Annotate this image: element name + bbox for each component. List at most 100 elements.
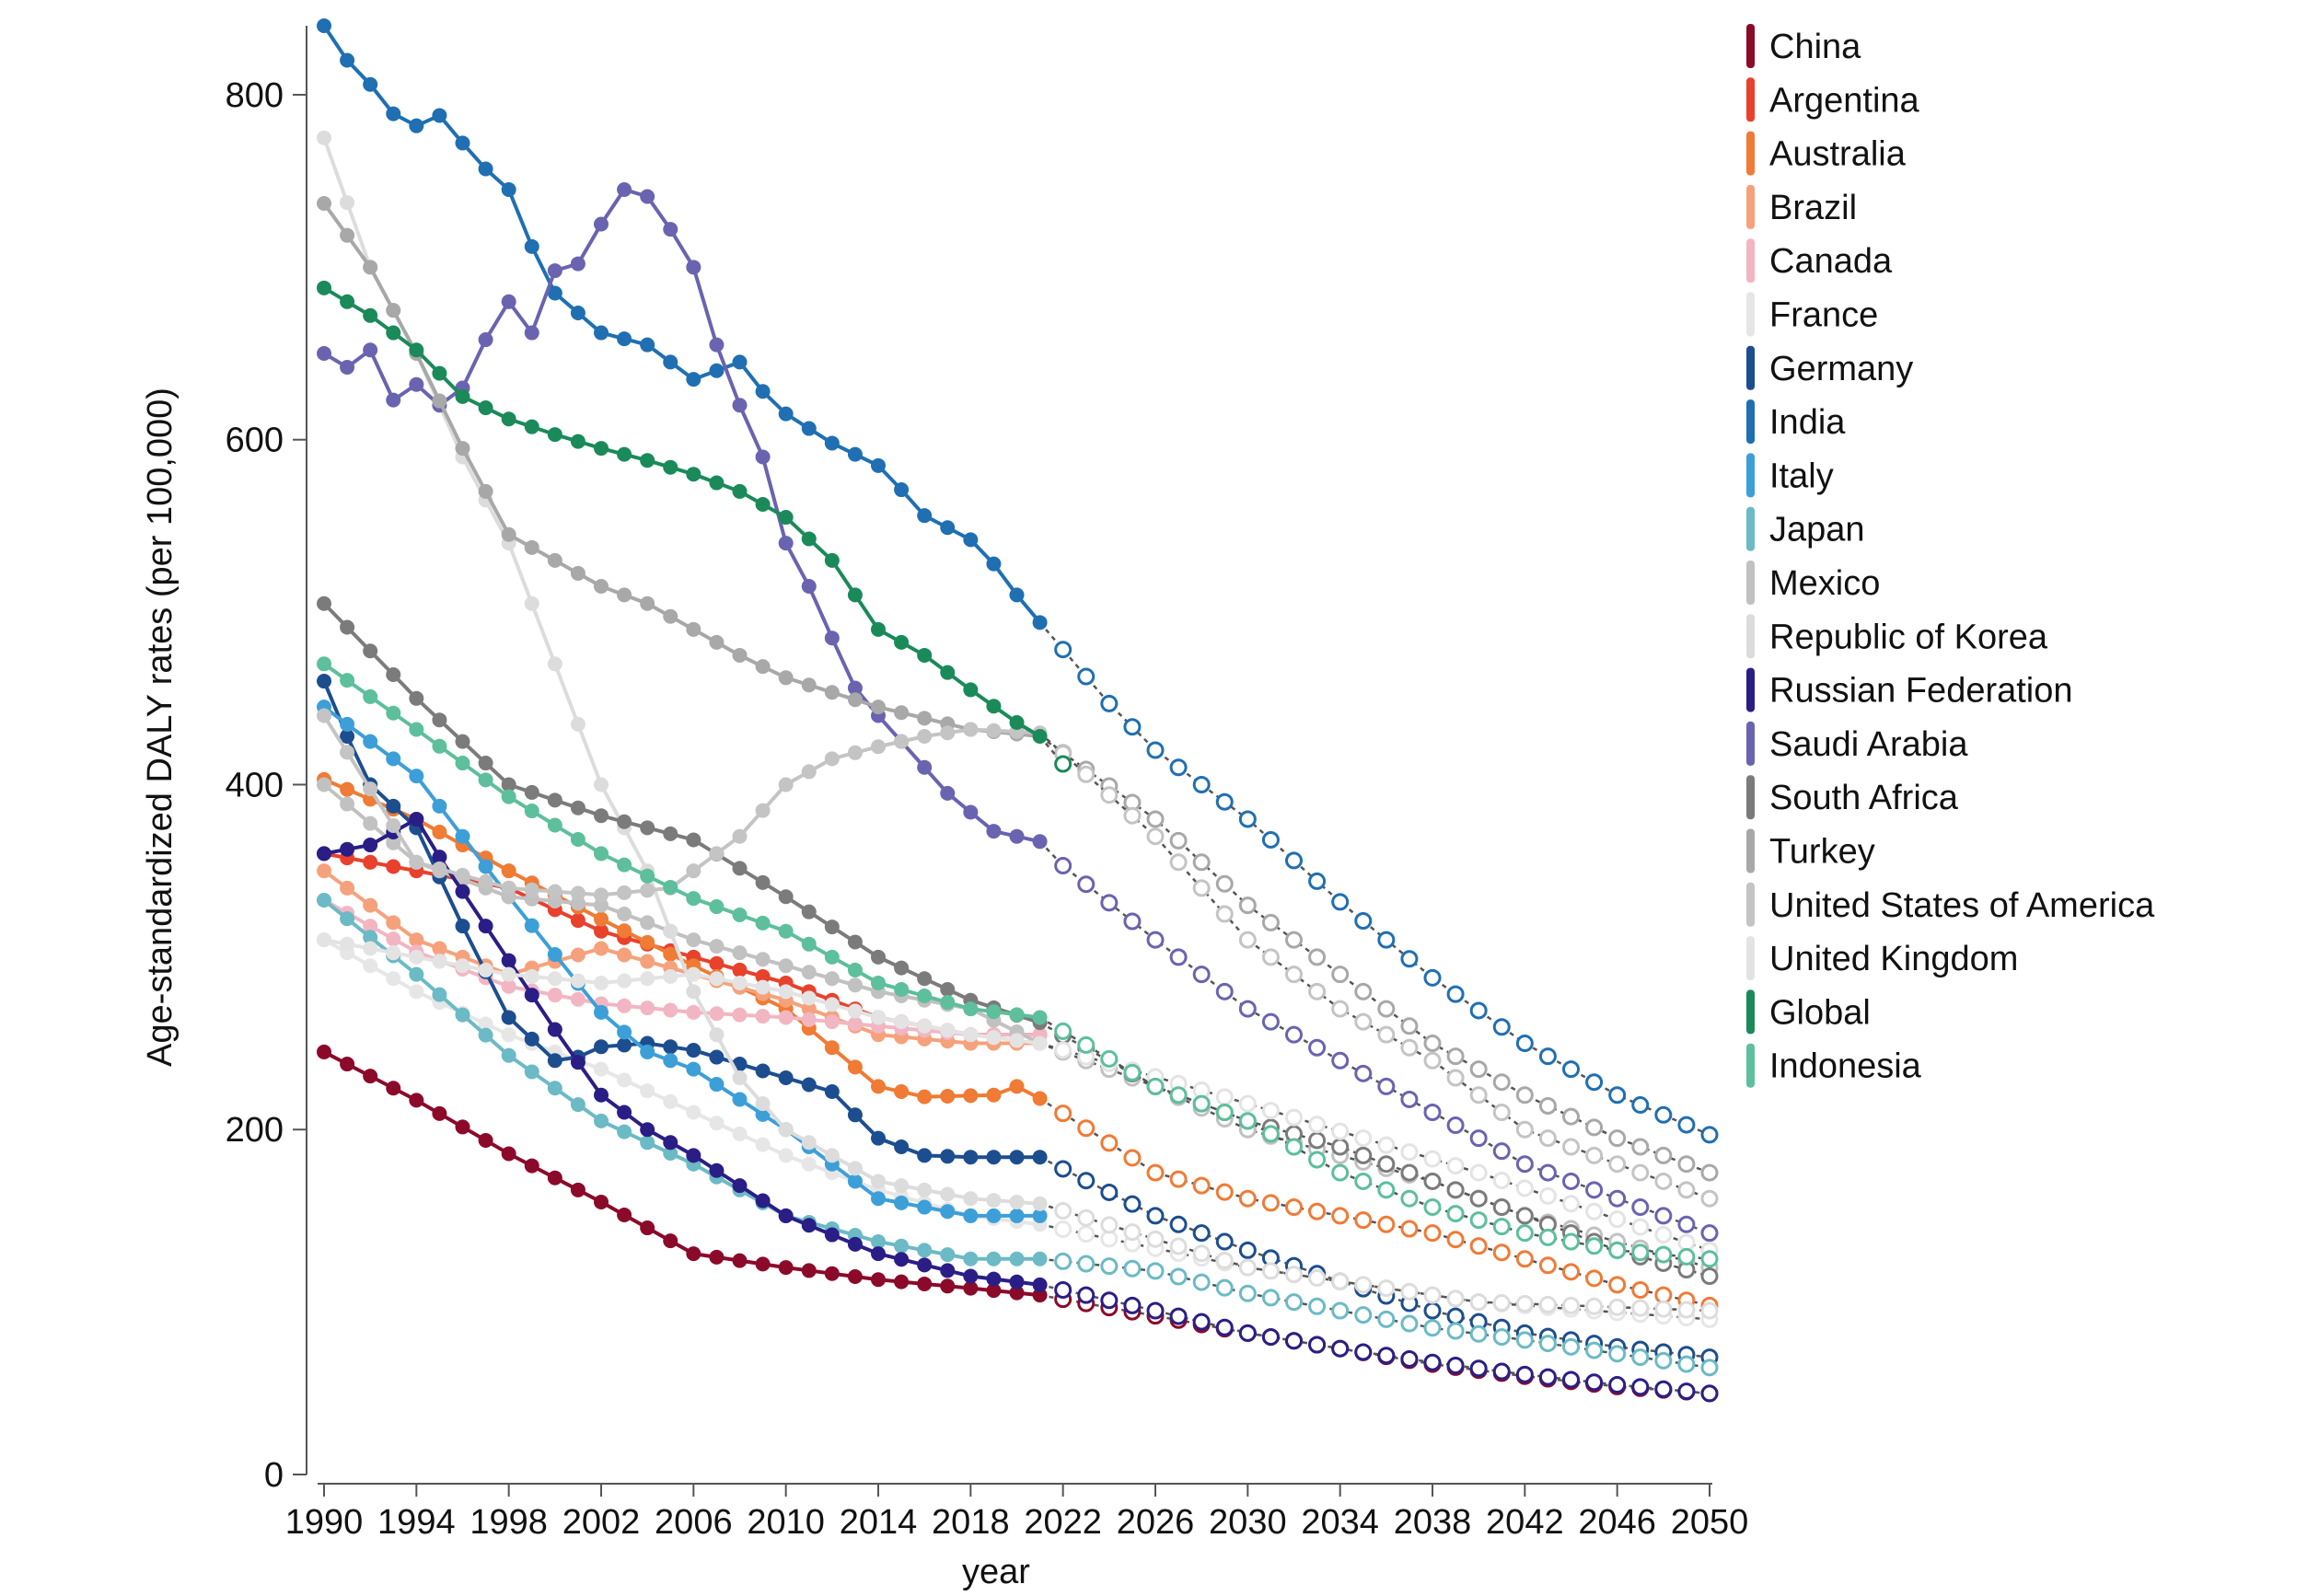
data-point-projected <box>1677 1382 1696 1401</box>
data-point-projected <box>1238 1258 1257 1277</box>
data-point-projected <box>1146 741 1165 759</box>
series-line-observed <box>322 24 1042 624</box>
data-point <box>778 984 794 1000</box>
data-point <box>940 725 956 741</box>
data-point-projected <box>1054 1202 1073 1220</box>
data-point <box>1009 1007 1025 1023</box>
legend-item: China <box>1746 24 1861 68</box>
data-point-projected <box>1354 1146 1373 1164</box>
data-point <box>824 1040 840 1056</box>
data-point <box>1009 1150 1025 1165</box>
data-point-projected <box>1562 1060 1580 1079</box>
data-point <box>409 722 424 737</box>
legend-label: India <box>1769 403 1846 442</box>
data-point-projected <box>1631 1163 1650 1182</box>
data-point <box>547 792 562 808</box>
series-line-projected <box>1039 1283 1710 1395</box>
data-point <box>871 1130 886 1146</box>
data-point-projected <box>1608 1129 1627 1148</box>
series-line-projected <box>1038 840 1710 1234</box>
data-point <box>432 861 447 876</box>
data-point-projected <box>1585 1237 1604 1255</box>
data-point <box>801 764 817 780</box>
data-point-projected <box>1123 1223 1142 1242</box>
data-point-projected <box>1608 1376 1627 1394</box>
data-point-projected <box>1054 857 1073 875</box>
data-point <box>847 1059 863 1075</box>
series-indonesia <box>317 656 1719 1268</box>
data-point <box>432 941 447 956</box>
y-tick-label: 400 <box>226 766 284 804</box>
data-point <box>340 729 355 745</box>
x-axis-title: year <box>962 1553 1030 1591</box>
data-point <box>617 947 632 963</box>
data-point <box>594 1061 609 1077</box>
series-canada <box>317 893 1048 1043</box>
data-point-projected <box>1446 1322 1465 1340</box>
data-point-projected <box>1238 931 1257 949</box>
data-point <box>501 411 516 427</box>
data-point <box>570 991 586 1007</box>
data-point-projected <box>1331 1122 1350 1140</box>
data-point-projected <box>1238 1324 1257 1342</box>
data-point <box>686 863 701 879</box>
data-point <box>617 973 632 989</box>
data-point <box>432 798 447 814</box>
data-point <box>709 1116 725 1131</box>
data-point-projected <box>1631 1243 1650 1262</box>
legend-item: Mexico <box>1746 561 1880 605</box>
data-point <box>524 968 539 984</box>
x-tick-label: 1998 <box>470 1503 548 1542</box>
data-point <box>940 1204 956 1220</box>
data-point <box>894 1014 910 1030</box>
data-point-projected <box>1354 1343 1373 1361</box>
data-point <box>594 887 609 903</box>
data-point-projected <box>1215 1318 1234 1336</box>
data-point-projected <box>1354 1211 1373 1230</box>
legend-label: Global <box>1769 993 1871 1032</box>
data-point-projected <box>1169 1267 1188 1286</box>
data-point <box>917 711 933 726</box>
x-tick-label: 2042 <box>1486 1503 1564 1542</box>
legend-item: Saudi Arabia <box>1746 721 1968 766</box>
data-point <box>594 1194 609 1209</box>
data-point <box>917 1243 933 1258</box>
data-point-projected <box>1677 1233 1696 1252</box>
data-point-projected <box>1423 1224 1442 1243</box>
legend-item: India <box>1746 399 1846 445</box>
x-tick-label: 2002 <box>562 1503 641 1542</box>
data-point-projected <box>1146 1163 1165 1182</box>
data-point <box>986 1283 1002 1299</box>
data-point <box>709 634 725 650</box>
data-point-projected <box>1077 875 1096 894</box>
data-point-projected <box>1631 1138 1650 1156</box>
data-point <box>547 971 562 987</box>
data-point <box>755 659 771 675</box>
x-tick-label: 2006 <box>655 1503 733 1542</box>
data-point-projected <box>1377 1310 1396 1328</box>
data-point <box>386 859 401 874</box>
data-point-projected <box>1377 1025 1396 1044</box>
data-point <box>847 1003 863 1019</box>
data-point-projected <box>1492 1362 1511 1381</box>
data-point-projected <box>1562 1172 1580 1190</box>
data-point <box>386 106 401 121</box>
data-point <box>940 1278 956 1294</box>
data-point-projected <box>1146 827 1165 846</box>
data-point <box>732 975 748 990</box>
data-point-projected <box>1261 1102 1280 1120</box>
data-point <box>986 723 1002 738</box>
data-point-projected <box>1192 1273 1211 1291</box>
data-point <box>455 919 470 934</box>
legend-swatch <box>1746 721 1755 766</box>
data-point-projected <box>1562 1370 1580 1389</box>
data-point <box>1032 1251 1048 1266</box>
data-point <box>524 988 539 1003</box>
data-point <box>824 630 840 646</box>
data-point <box>963 1150 979 1165</box>
data-point <box>871 949 886 965</box>
data-point-projected <box>1469 1163 1488 1182</box>
data-point <box>640 971 655 987</box>
data-point <box>409 966 424 982</box>
data-point <box>663 1053 678 1069</box>
